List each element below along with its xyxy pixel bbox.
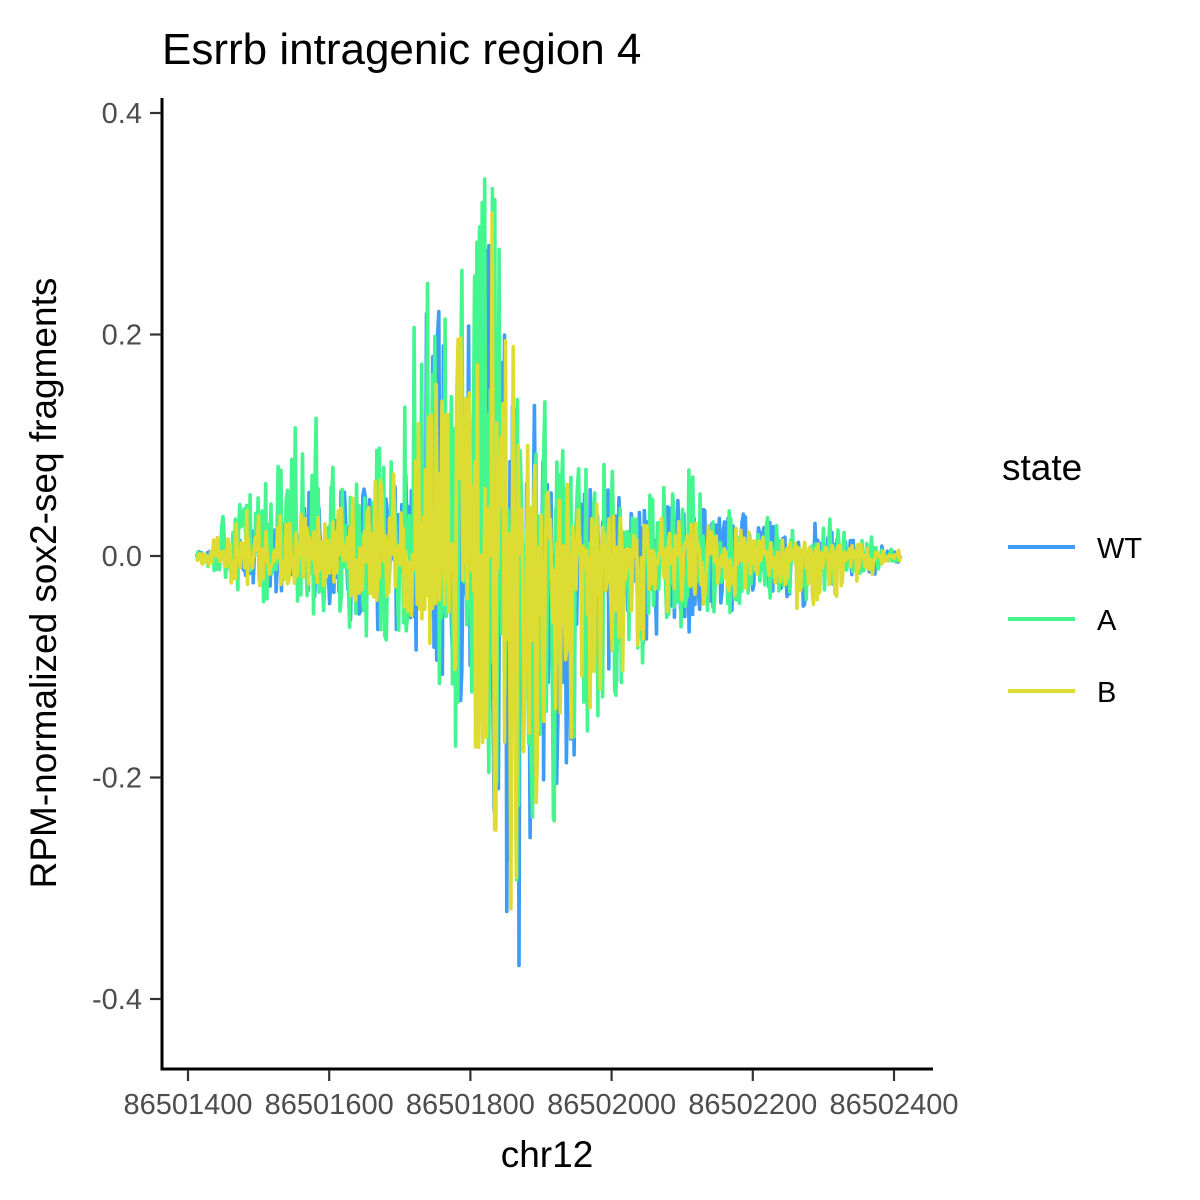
y-tick-label: -0.2 (92, 763, 142, 795)
series-line-b (194, 211, 902, 911)
x-tick-label: 86501400 (123, 1089, 252, 1121)
x-tick-label: 86502400 (829, 1089, 958, 1121)
y-tick-label: 0.0 (102, 541, 142, 573)
x-tick-label: 86501800 (406, 1089, 535, 1121)
x-tick-label: 86502000 (547, 1089, 676, 1121)
x-tick-label: 86501600 (265, 1089, 394, 1121)
chart-title: Esrrb intragenic region 4 (162, 25, 641, 74)
legend-label-a: A (1097, 605, 1117, 637)
x-axis-title: chr12 (501, 1134, 594, 1175)
y-ticks: -0.4 -0.2 0.0 0.2 0.4 (92, 98, 161, 1016)
y-tick-label: 0.4 (102, 98, 142, 130)
legend-keys: WT A B (1008, 533, 1142, 709)
legend-title: state (1002, 447, 1082, 488)
legend: state WT A B (1002, 447, 1142, 709)
x-ticks: 86501400 86501600 86501800 86502000 86502200… (123, 1070, 959, 1121)
legend-label-b: B (1097, 677, 1116, 709)
axes (160, 98, 933, 1071)
x-tick-label: 86502200 (688, 1089, 817, 1121)
series-layer (194, 177, 903, 968)
y-tick-label: 0.2 (102, 320, 142, 352)
y-tick-label: -0.4 (92, 984, 142, 1016)
y-axis-title: RPM-normalized sox2-seq fragments (23, 278, 64, 889)
legend-label-wt: WT (1097, 533, 1142, 565)
